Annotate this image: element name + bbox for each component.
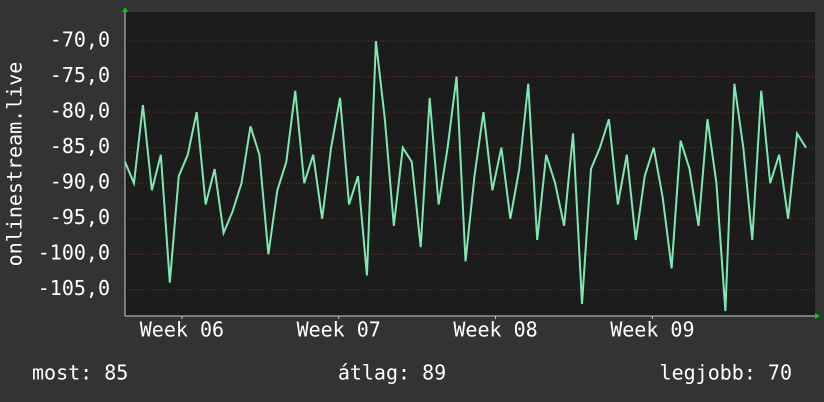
y-axis-label: onlinestream.live	[3, 62, 27, 267]
y-tick-label: -105,0	[38, 276, 110, 300]
y-tick-label: -85,0	[50, 134, 110, 158]
axis-arrow	[815, 313, 820, 319]
footer-current: most: 85	[32, 361, 128, 385]
y-tick-label: -100,0	[38, 241, 110, 265]
y-tick-label: -95,0	[50, 205, 110, 229]
axis-arrow	[122, 7, 128, 12]
series-line	[124, 41, 807, 312]
x-tick-label: Week 06	[140, 318, 224, 342]
y-tick-label: -75,0	[50, 63, 110, 87]
footer-average: átlag: 89	[338, 361, 446, 385]
x-tick-label: Week 07	[297, 318, 381, 342]
x-tick-label: Week 08	[453, 318, 537, 342]
plot-area	[125, 12, 815, 316]
y-tick-label: -80,0	[50, 99, 110, 123]
y-tick-label: -90,0	[50, 170, 110, 194]
footer-best: legjobb: 70	[660, 361, 792, 385]
x-tick-label: Week 09	[610, 318, 694, 342]
y-tick-label: -70,0	[50, 28, 110, 52]
